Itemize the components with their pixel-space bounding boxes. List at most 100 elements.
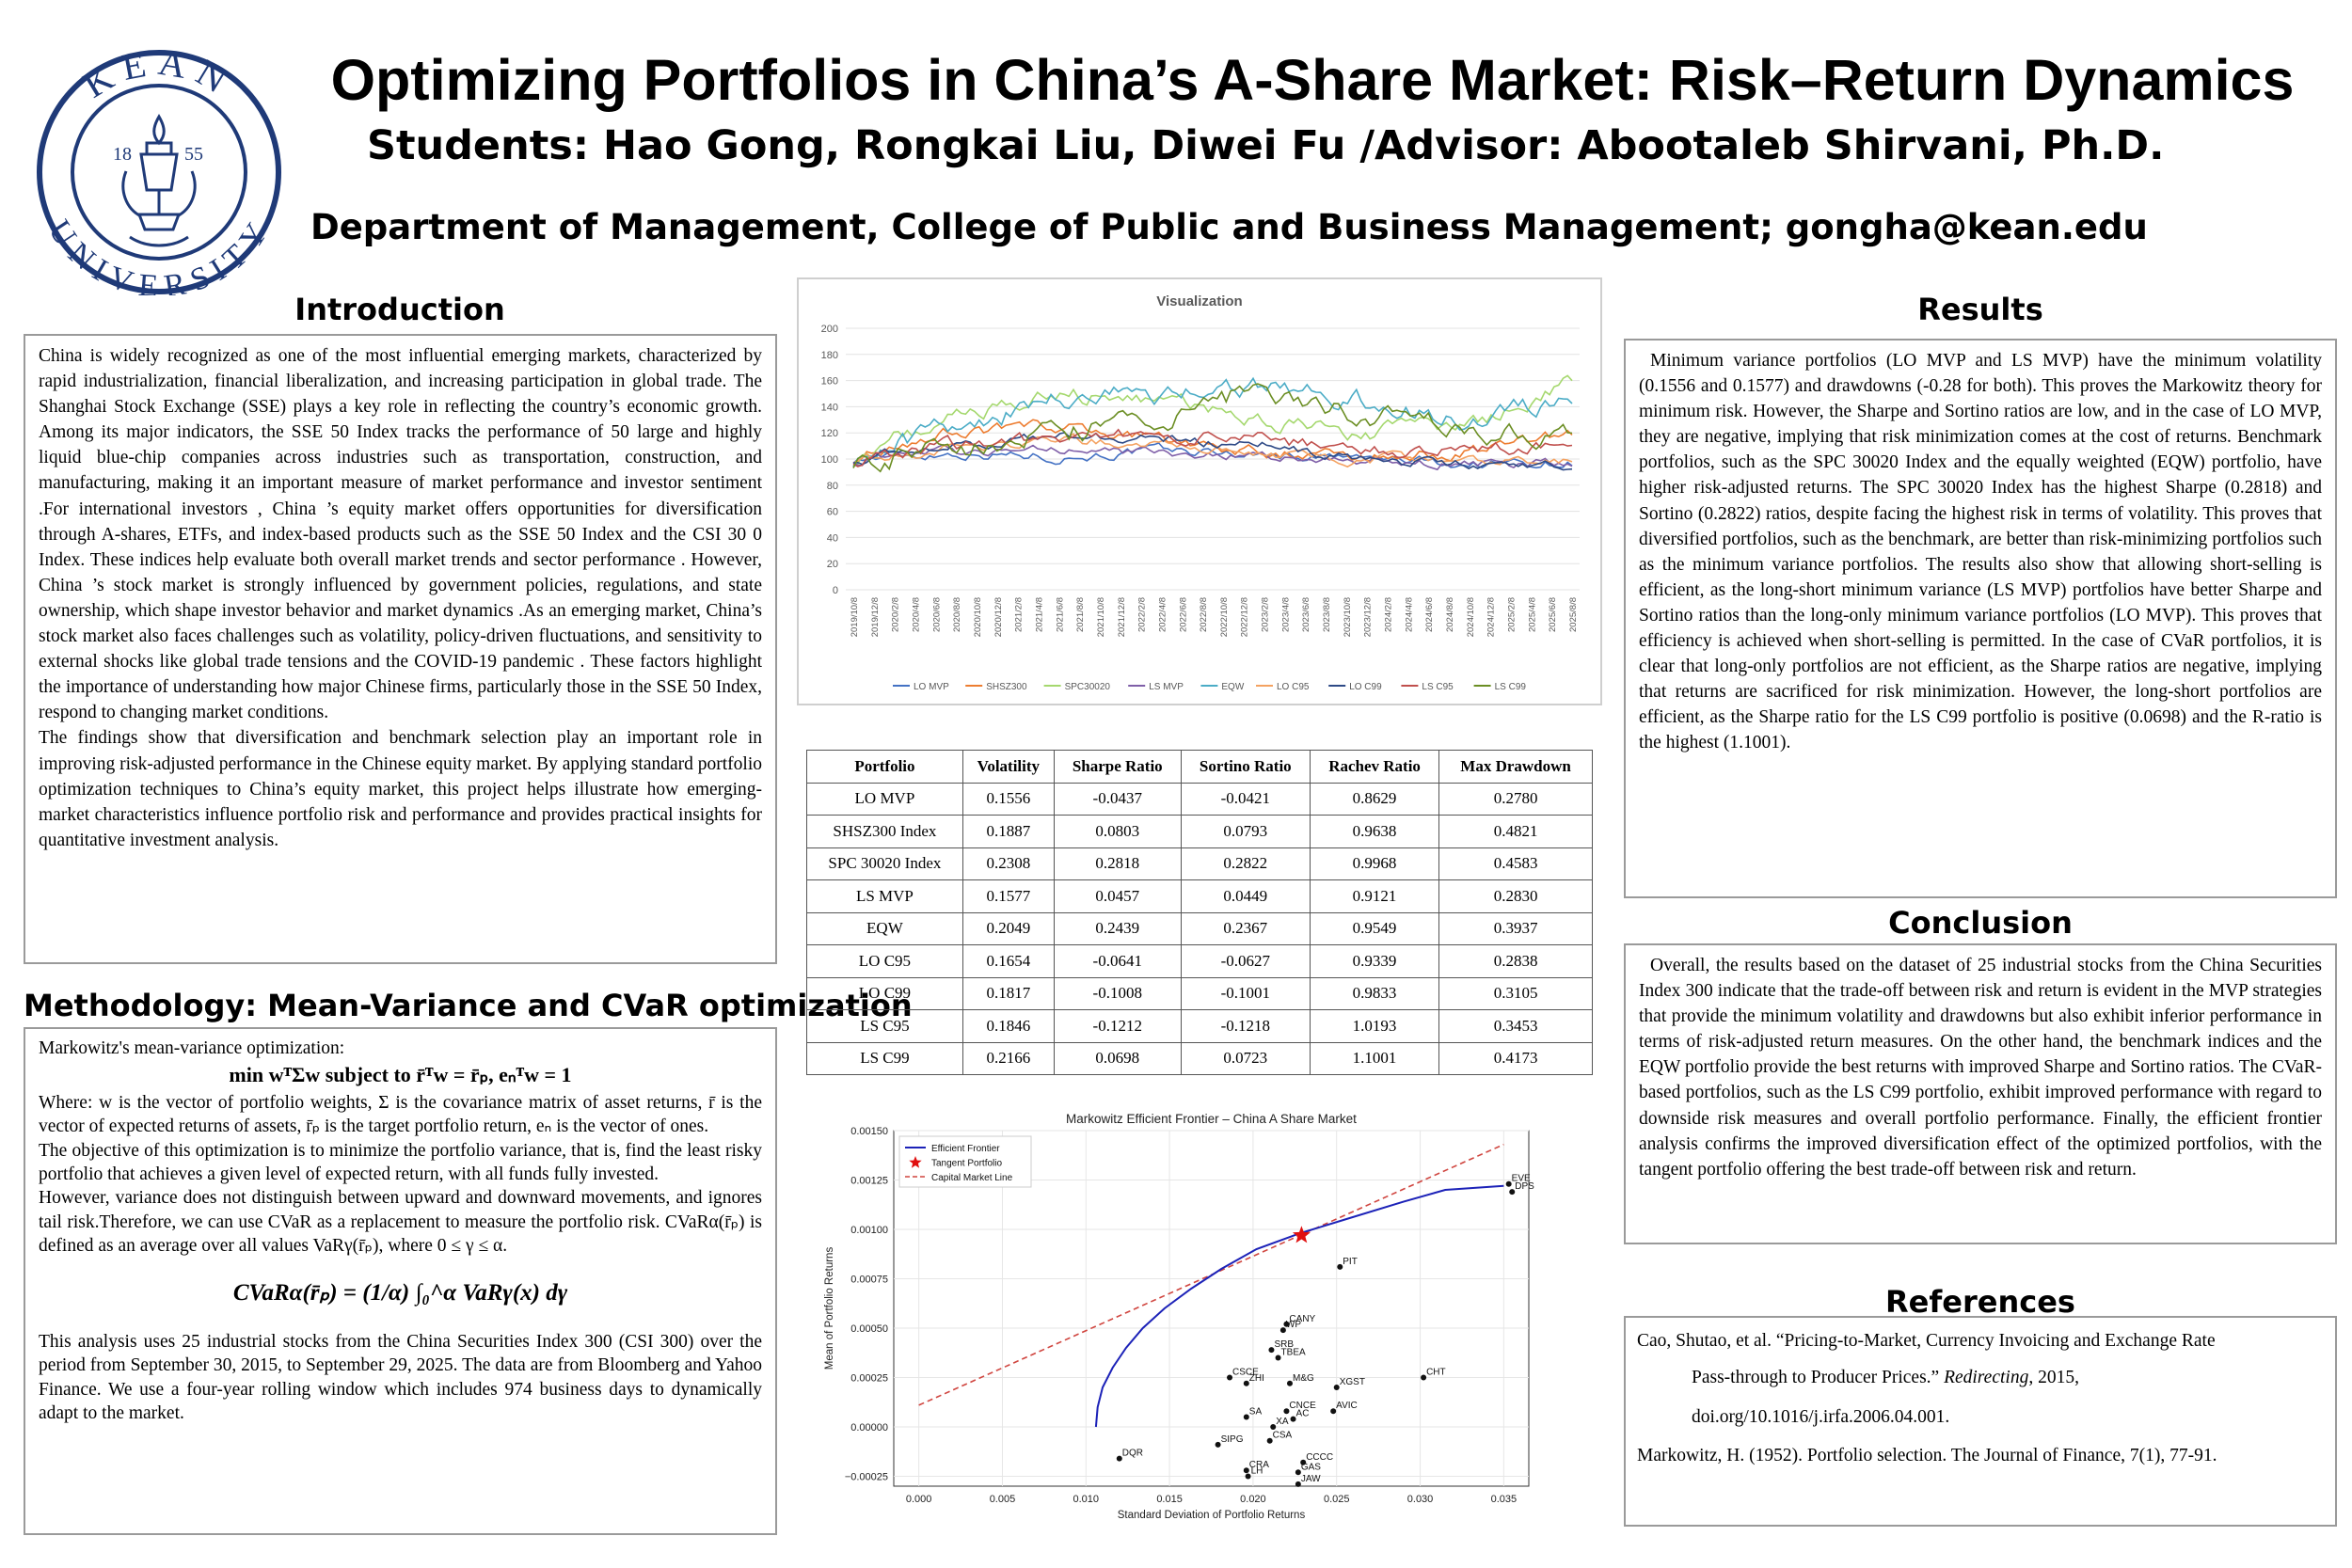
asset-label: CSCE: [1232, 1368, 1259, 1378]
asset-label: TBEA: [1281, 1348, 1306, 1358]
frontier-legend: [898, 1135, 1032, 1188]
asset-label: CNCE: [1289, 1401, 1316, 1411]
visualization-x-tick: 2021/12/8: [1117, 597, 1127, 637]
table-row: LS MVP 0.1577 0.0457 0.0449 0.9121 0.2830: [806, 879, 1593, 913]
results-text: Minimum variance portfolios (LO MVP and …: [1639, 351, 2322, 753]
table-cell: 0.2830: [1438, 879, 1593, 913]
asset-point: [1290, 1416, 1296, 1422]
reference-1-line-1: Cao, Shutao, et al. “Pricing-to-Market, …: [1637, 1331, 2216, 1351]
methodology-heading: Methodology: Mean-Variance and CVaR opti…: [24, 988, 913, 1023]
asset-point: [1283, 1408, 1290, 1415]
visualization-x-tick: 2025/4/8: [1527, 597, 1537, 632]
table-cell: 0.1846: [961, 1009, 1055, 1043]
table-cell: 0.0457: [1053, 879, 1182, 913]
asset-label: DQR: [1122, 1449, 1143, 1459]
frontier-y-tick: 0.00075: [850, 1275, 888, 1286]
table-cell: 0.1817: [961, 976, 1055, 1010]
asset-point: [1286, 1380, 1293, 1386]
table-cell: LO C95: [806, 944, 963, 978]
frontier-legend-label: Capital Market Line: [931, 1173, 1013, 1183]
table-header-cell: Max Drawdown: [1438, 750, 1593, 784]
table-cell: -0.0437: [1053, 782, 1182, 816]
table-header-cell: Volatility: [961, 750, 1055, 784]
visualization-x-tick: 2021/4/8: [1034, 597, 1044, 632]
reference-1-doi[interactable]: doi.org/10.1016/j.irfa.2006.04.001.: [1692, 1406, 1950, 1427]
poster-title: Optimizing Portfolios in China’s A-Share…: [330, 48, 2295, 112]
visualization-x-tick: 2021/2/8: [1014, 597, 1025, 632]
frontier-legend-label: Efficient Frontier: [931, 1144, 1000, 1154]
table-header-cell: Sharpe Ratio: [1053, 750, 1182, 784]
asset-label: GAS: [1301, 1462, 1321, 1472]
table-cell: 0.9833: [1309, 976, 1440, 1010]
table-cell: 0.0723: [1180, 1041, 1311, 1075]
visualization-x-tick: 2024/10/8: [1466, 597, 1476, 637]
visualization-legend-label: LO MVP: [914, 682, 949, 692]
tangent-portfolio-marker: [1292, 1226, 1311, 1243]
reference-1-line-2: Pass-through to Producer Prices.” Redire…: [1692, 1368, 2079, 1388]
asset-point: [1330, 1408, 1337, 1415]
table-cell: 0.2308: [961, 847, 1055, 880]
table-cell: 0.1577: [961, 879, 1055, 913]
visualization-y-tick: 80: [827, 481, 838, 492]
table-cell: 0.3453: [1438, 1009, 1593, 1043]
table-header-cell: Rachev Ratio: [1309, 750, 1440, 784]
asset-label: M&G: [1293, 1373, 1314, 1384]
table-cell: 0.2780: [1438, 782, 1593, 816]
table-cell: 0.8629: [1309, 782, 1440, 816]
results-heading: Results: [1917, 292, 2043, 327]
table-row: SHSZ300 Index 0.1887 0.0803 0.0793 0.9638 0.4…: [806, 815, 1593, 848]
visualization-legend-label: LO C95: [1277, 682, 1310, 692]
visualization-y-tick: 200: [821, 324, 838, 335]
visualization-x-tick: 2020/6/8: [931, 597, 942, 632]
table-cell: 0.3105: [1438, 976, 1593, 1010]
visualization-chart: Visualization 200 180 160 140 120 100 80 60 40 20 0…: [797, 277, 1602, 705]
visualization-x-tick: 2022/12/8: [1240, 597, 1250, 637]
visualization-y-tick: 60: [827, 507, 838, 518]
table-cell: -0.1218: [1180, 1009, 1311, 1043]
frontier-y-tick: 0.00100: [850, 1225, 888, 1236]
asset-label: CSA: [1273, 1431, 1293, 1441]
table-cell: -0.1008: [1053, 976, 1182, 1010]
visualization-x-tick: 2024/2/8: [1384, 597, 1394, 632]
visualization-legend-label: EQW: [1221, 682, 1244, 692]
table-cell: 0.1654: [961, 944, 1055, 978]
frontier-title: Markowitz Efficient Frontier – China A S…: [1066, 1112, 1357, 1126]
frontier-x-tick: 0.030: [1407, 1494, 1434, 1505]
svg-text:KEAN: KEAN: [75, 49, 242, 106]
table-cell: 0.9549: [1309, 911, 1440, 945]
table-cell: -0.1001: [1180, 976, 1311, 1010]
frontier-x-tick: 0.020: [1240, 1494, 1266, 1505]
efficient-frontier-chart: Markowitz Efficient Frontier – China A S…: [824, 1112, 1534, 1521]
table-cell: -0.0641: [1053, 944, 1182, 978]
frontier-legend-label: Tangent Portfolio: [931, 1159, 1002, 1169]
visualization-series-line: [852, 376, 1573, 467]
table-cell: 0.2822: [1180, 847, 1311, 880]
table-row: LO C95 0.1654 -0.0641 -0.0627 0.9339 0.2838: [806, 944, 1593, 978]
asset-label: DPS: [1515, 1181, 1534, 1192]
asset-label: CHT: [1426, 1368, 1446, 1378]
visualization-x-tick: 2019/12/8: [870, 597, 881, 637]
cvar-formula: CVaRα(r̄ₚ) = (1/α) ∫₀^α VaRγ(x) dγ: [232, 1280, 568, 1307]
asset-point: [1268, 1347, 1275, 1354]
asset-label: EVE: [1512, 1174, 1531, 1184]
reference-2: Markowitz, H. (1952). Portfolio selectio…: [1637, 1446, 2217, 1466]
methodology-cvar-note: However, variance does not distinguish b…: [39, 1188, 762, 1256]
frontier-y-tick: 0.00000: [850, 1422, 888, 1433]
table-cell: 0.4583: [1438, 847, 1593, 880]
mean-variance-formula: min wᵀΣw subject to r̄ᵀw = r̄ₚ, eₙᵀw = 1: [229, 1063, 572, 1087]
asset-label: ZHI: [1249, 1373, 1264, 1384]
visualization-y-tick: 0: [833, 585, 838, 596]
results-table-header: Portfolio Volatility Sharpe Ratio Sortino R…: [806, 750, 1593, 784]
visualization-x-tick: 2023/2/8: [1261, 597, 1271, 632]
table-header-cell: Sortino Ratio: [1180, 750, 1311, 784]
asset-point: [1243, 1380, 1249, 1386]
visualization-series-line: [852, 443, 1573, 471]
asset-point: [1243, 1467, 1249, 1474]
methodology-intro: Markowitz's mean-variance optimization:: [39, 1038, 345, 1058]
kean-university-seal: KEAN UNIVERSITY 18 55: [37, 49, 281, 295]
table-row: LO MVP 0.1556 -0.0437 -0.0421 0.8629 0.2780: [806, 782, 1593, 816]
svg-text:55: 55: [184, 144, 203, 165]
frontier-y-tick: 0.00150: [850, 1126, 888, 1137]
visualization-x-tick: 2024/4/8: [1404, 597, 1414, 632]
table-cell: 0.0793: [1180, 815, 1311, 848]
